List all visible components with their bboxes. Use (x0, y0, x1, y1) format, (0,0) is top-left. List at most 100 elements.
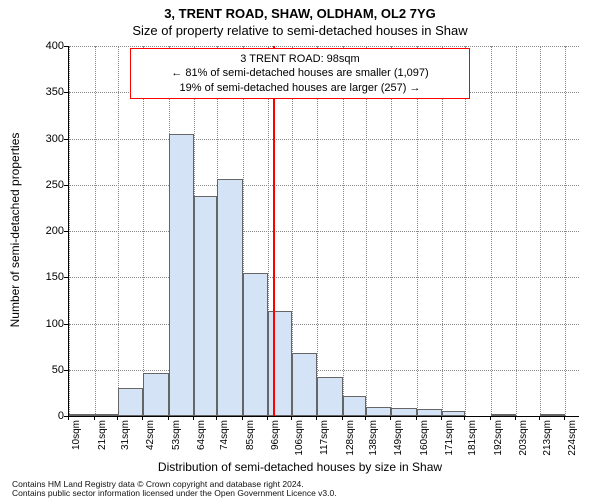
x-tick-label: 149sqm (393, 420, 404, 456)
y-tick-mark (64, 139, 68, 140)
y-tick-label: 250 (34, 179, 64, 191)
y-tick-label: 400 (34, 40, 64, 52)
x-tick-mark (94, 416, 95, 420)
grid-v (540, 46, 541, 416)
grid-h (69, 185, 579, 186)
y-tick-mark (64, 277, 68, 278)
x-tick-mark (142, 416, 143, 420)
histogram-bar (442, 411, 465, 416)
x-tick-label: 74sqm (219, 420, 230, 450)
histogram-bar (391, 408, 417, 416)
histogram-bar (491, 414, 517, 416)
x-tick-label: 117sqm (319, 420, 330, 455)
histogram-bar (343, 396, 366, 416)
y-tick-mark (64, 370, 68, 371)
annotation-line2: ← 81% of semi-detached houses are smalle… (135, 66, 465, 80)
x-tick-mark (464, 416, 465, 420)
grid-v (465, 46, 466, 416)
x-tick-mark (117, 416, 118, 420)
y-tick-label: 300 (34, 133, 64, 145)
reference-line (273, 46, 275, 416)
histogram-bar (169, 134, 195, 416)
x-tick-mark (390, 416, 391, 420)
histogram-bar (268, 311, 291, 416)
x-tick-label: 213sqm (542, 420, 553, 456)
y-tick-label: 0 (34, 410, 64, 422)
x-axis-label: Distribution of semi-detached houses by … (0, 460, 600, 474)
x-tick-label: 203sqm (518, 420, 529, 456)
histogram-bar (317, 377, 343, 416)
x-tick-mark (416, 416, 417, 420)
histogram-bar (243, 273, 269, 416)
x-tick-label: 31sqm (120, 420, 131, 450)
x-tick-label: 106sqm (294, 420, 305, 456)
footer: Contains HM Land Registry data © Crown c… (12, 480, 337, 499)
x-tick-mark (267, 416, 268, 420)
x-tick-mark (365, 416, 366, 420)
x-tick-mark (441, 416, 442, 420)
x-tick-mark (490, 416, 491, 420)
x-tick-label: 64sqm (196, 420, 207, 450)
x-tick-mark (316, 416, 317, 420)
x-tick-label: 42sqm (145, 420, 156, 450)
histogram-bar (69, 414, 95, 416)
histogram-bar (194, 196, 217, 416)
y-tick-mark (64, 231, 68, 232)
grid-v (442, 46, 443, 416)
grid-v (317, 46, 318, 416)
x-tick-label: 128sqm (345, 420, 356, 456)
histogram-bar (292, 353, 318, 416)
histogram-bar (417, 409, 443, 416)
x-tick-mark (68, 416, 69, 420)
y-tick-label: 350 (34, 86, 64, 98)
grid-h (69, 370, 579, 371)
y-tick-mark (64, 185, 68, 186)
y-tick-label: 150 (34, 271, 64, 283)
histogram-bar (143, 373, 169, 416)
title-main: 3, TRENT ROAD, SHAW, OLDHAM, OL2 7YG (0, 0, 600, 21)
x-tick-label: 85sqm (245, 420, 256, 450)
grid-v (118, 46, 119, 416)
y-tick-label: 100 (34, 318, 64, 330)
grid-v (491, 46, 492, 416)
x-tick-label: 21sqm (97, 420, 108, 450)
x-tick-mark (539, 416, 540, 420)
annotation-box: 3 TRENT ROAD: 98sqm ← 81% of semi-detach… (130, 48, 470, 99)
y-tick-label: 50 (34, 364, 64, 376)
grid-v (143, 46, 144, 416)
x-tick-label: 171sqm (444, 420, 455, 456)
y-tick-label: 200 (34, 225, 64, 237)
grid-v (417, 46, 418, 416)
x-tick-mark (515, 416, 516, 420)
grid-h (69, 324, 579, 325)
x-tick-mark (291, 416, 292, 420)
grid-v (343, 46, 344, 416)
plot-area (68, 46, 579, 417)
y-tick-mark (64, 92, 68, 93)
x-tick-mark (242, 416, 243, 420)
grid-h (69, 139, 579, 140)
x-tick-label: 224sqm (567, 420, 578, 456)
histogram-bar (366, 407, 392, 416)
x-tick-label: 192sqm (493, 420, 504, 456)
grid-v (516, 46, 517, 416)
x-tick-mark (193, 416, 194, 420)
x-tick-mark (216, 416, 217, 420)
grid-h (69, 277, 579, 278)
footer-line2: Contains public sector information licen… (12, 489, 337, 498)
x-tick-mark (564, 416, 565, 420)
annotation-line3: 19% of semi-detached houses are larger (… (135, 81, 465, 95)
chart-container: 3, TRENT ROAD, SHAW, OLDHAM, OL2 7YG Siz… (0, 0, 600, 500)
x-tick-mark (342, 416, 343, 420)
annotation-line1: 3 TRENT ROAD: 98sqm (135, 52, 465, 66)
grid-h (69, 231, 579, 232)
grid-v (391, 46, 392, 416)
histogram-bar (95, 414, 118, 416)
y-tick-mark (64, 46, 68, 47)
x-tick-label: 181sqm (467, 420, 478, 456)
x-tick-label: 10sqm (71, 420, 82, 450)
y-tick-mark (64, 324, 68, 325)
grid-v (95, 46, 96, 416)
x-tick-label: 160sqm (419, 420, 430, 456)
grid-v (69, 46, 70, 416)
